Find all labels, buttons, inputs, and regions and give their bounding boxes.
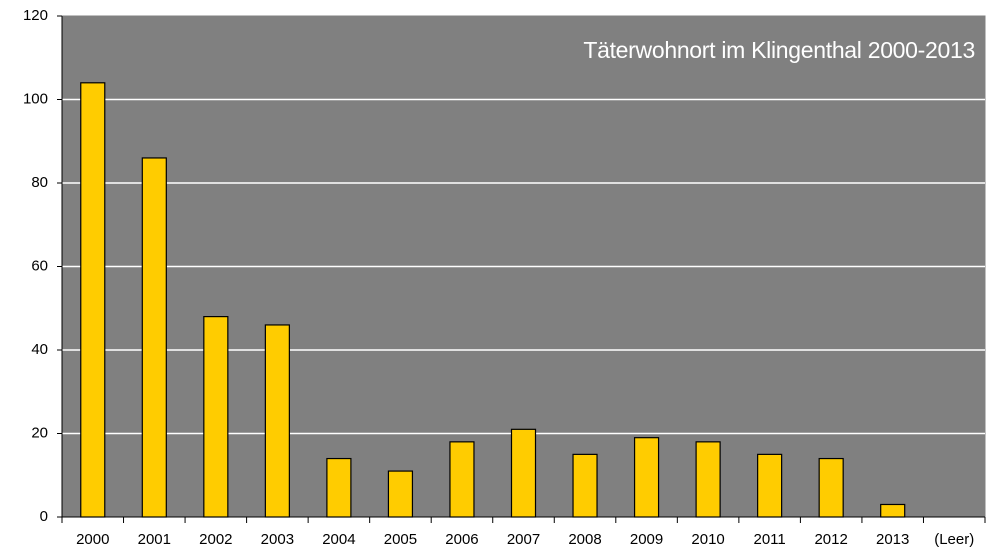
bar [572,453,598,518]
bar [880,503,906,518]
bar [141,157,167,518]
x-tick-label: 2004 [322,531,355,548]
y-tick-label: 60 [31,257,48,274]
x-tick-label: 2009 [630,531,663,548]
chart-title: Täterwohnort im Klingenthal 2000-2013 [583,37,975,63]
y-tick-label: 20 [31,424,48,441]
bar [757,453,783,518]
bar [80,82,106,518]
y-tick-label: 80 [31,174,48,191]
x-tick-label: 2006 [445,531,478,548]
bar [510,428,537,518]
x-tick-label: 2011 [754,531,786,548]
x-tick-label: 2007 [507,531,540,548]
bar [818,457,844,518]
x-tick-label: 2012 [814,531,847,548]
y-tick-label: 40 [31,341,48,358]
bar [387,470,414,518]
y-tick-label: 100 [23,90,48,107]
bar [633,437,660,518]
x-tick-label: 2002 [199,531,232,548]
x-tick-label: 2005 [384,531,417,548]
bar [449,441,475,518]
x-tick-label: 2003 [261,531,294,548]
x-tick-label: 2008 [568,531,601,548]
y-tick-label: 120 [23,7,48,24]
bar [695,441,721,518]
x-tick-label: 2001 [138,531,171,548]
x-tick-label: (Leer) [934,531,974,548]
bar [326,457,352,518]
x-tick-label: 2013 [876,531,909,548]
y-tick-label: 0 [40,508,48,525]
bar [203,316,229,518]
bar [264,324,290,518]
x-tick-label: 2010 [691,531,724,548]
x-tick-label: 2000 [76,531,109,548]
